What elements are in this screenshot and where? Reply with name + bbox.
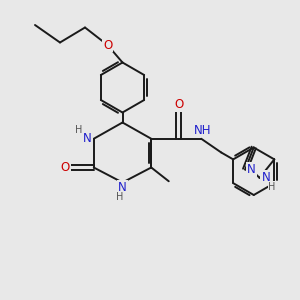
Text: H: H [75,125,82,135]
Text: H: H [268,182,276,192]
Text: N: N [247,163,256,176]
Text: N: N [118,181,127,194]
Text: O: O [60,161,70,174]
Text: N: N [83,132,92,145]
Text: N: N [261,171,270,184]
Text: H: H [116,193,124,202]
Text: O: O [103,38,112,52]
Text: O: O [174,98,183,112]
Text: NH: NH [194,124,211,136]
